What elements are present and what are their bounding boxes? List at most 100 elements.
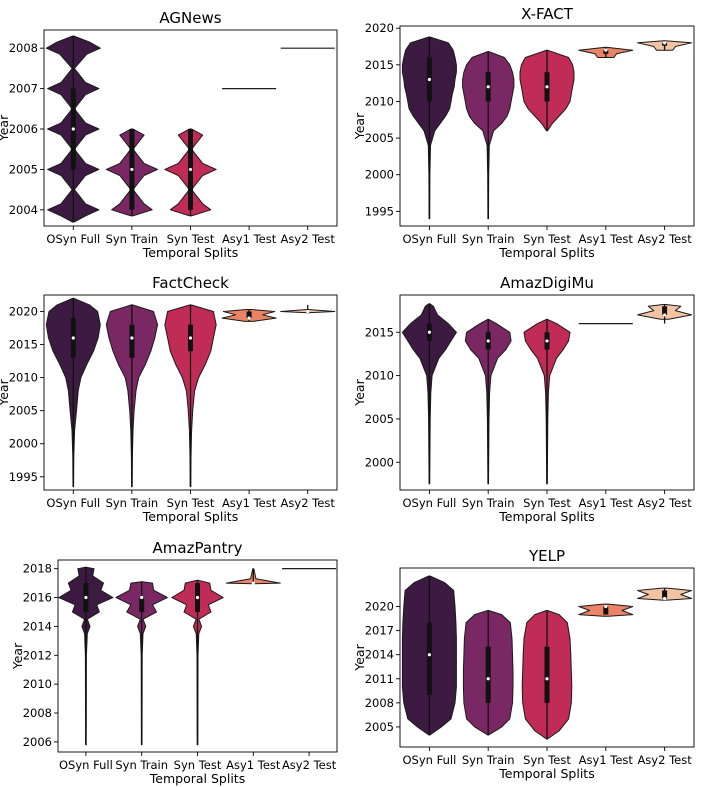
y-tick-label: 2006 [9, 122, 38, 136]
violin-median [663, 41, 667, 45]
violin-median [247, 316, 251, 320]
violin-median [427, 653, 431, 657]
y-tick-label: 2005 [9, 162, 38, 176]
x-axis-label: Temporal Splits [142, 245, 238, 260]
x-tick-label: Asy2 Test [282, 758, 337, 772]
violin-median [130, 336, 134, 340]
violin-iqr [139, 597, 145, 612]
y-tick-label: 2000 [365, 455, 394, 469]
y-tick-label: 2000 [365, 168, 394, 182]
x-tick-label: Asy1 Test [222, 232, 277, 246]
x-tick-label: Syn Train [106, 496, 159, 510]
violin-median [427, 77, 431, 82]
y-tick-label: 1995 [365, 204, 394, 218]
x-tick-label: Asy1 Test [579, 496, 634, 510]
x-tick-label: OSyn Full [403, 496, 457, 510]
violin-median [486, 85, 490, 89]
violin-iqr [129, 324, 135, 358]
y-tick-label: 2020 [9, 305, 38, 319]
violin-median [427, 330, 431, 334]
panel-title: AGNews [159, 9, 221, 27]
y-axis-label: Year [352, 643, 367, 671]
violin-median [251, 581, 255, 585]
y-tick-label: 2015 [365, 58, 394, 72]
violin-median [545, 339, 549, 343]
y-tick-label: 2014 [23, 619, 52, 633]
y-axis-label: Year [10, 642, 25, 670]
panel-title: AmazDigiMu [500, 274, 594, 292]
y-tick-label: 2011 [365, 672, 394, 686]
y-axis-label: Year [352, 112, 367, 140]
x-tick-label: Asy1 Test [579, 232, 634, 246]
x-tick-label: Syn Test [523, 496, 571, 510]
x-axis-label: Temporal Splits [498, 245, 594, 260]
panel-2: FactCheck 1995 2000 2005 2010 2015 2020 OSyn Fu… [0, 274, 338, 524]
violin-median [545, 677, 549, 681]
violin-median [604, 48, 608, 52]
violin-iqr [662, 590, 668, 599]
panel-title: FactCheck [152, 274, 229, 292]
y-tick-label: 2020 [365, 600, 394, 614]
violin-median [663, 313, 667, 317]
y-tick-label: 2020 [365, 21, 394, 35]
x-tick-label: OSyn Full [403, 232, 457, 246]
y-tick-label: 2005 [365, 720, 394, 734]
violin-median [71, 336, 75, 340]
panel-1: X-FACT 1995 2000 2005 2010 2015 2020 OSyn Full S… [352, 5, 695, 260]
y-tick-label: 2017 [365, 624, 394, 638]
x-tick-label: Syn Test [523, 753, 571, 767]
violin-iqr [485, 646, 491, 703]
x-tick-label: OSyn Full [59, 758, 113, 772]
panel-4: AmazPantry 2006 2008 2010 2012 2014 2016 2018 OS… [10, 539, 338, 786]
panel-title: AmazPantry [153, 539, 243, 557]
panel-0: AGNews 2004 2005 2006 2007 2008 OSyn Full Syn T… [0, 9, 338, 260]
x-tick-label: Syn Train [462, 753, 515, 767]
x-tick-label: Syn Test [167, 496, 215, 510]
y-tick-label: 2000 [9, 437, 38, 451]
violin-median [486, 677, 490, 681]
y-tick-label: 2010 [365, 94, 394, 108]
y-tick-label: 2014 [365, 648, 394, 662]
y-axis-label: Year [352, 378, 367, 406]
y-tick-label: 2015 [365, 325, 394, 339]
y-tick-label: 2005 [365, 412, 394, 426]
x-axis-label: Temporal Splits [498, 766, 594, 781]
x-axis-label: Temporal Splits [142, 509, 238, 524]
y-tick-label: 2016 [23, 591, 52, 605]
panel-title: X-FACT [521, 5, 574, 23]
violin-median [306, 309, 310, 314]
x-tick-label: Syn Train [462, 232, 515, 246]
violin-median [130, 167, 134, 172]
x-tick-label: Asy2 Test [637, 496, 692, 510]
x-tick-label: Asy2 Test [281, 496, 336, 510]
y-axis-label: Year [0, 114, 11, 142]
x-tick-label: Asy2 Test [637, 753, 692, 767]
violin-iqr [603, 50, 609, 54]
violin-iqr [662, 306, 668, 315]
x-tick-label: OSyn Full [403, 753, 457, 767]
panel-3: AmazDigiMu 2000 2005 2010 2015 OSyn Full Syn T… [352, 274, 695, 524]
violin-median [663, 596, 667, 601]
y-tick-label: 2010 [365, 369, 394, 383]
violin-median [486, 339, 490, 343]
violin-median [140, 595, 144, 600]
violin-iqr [603, 606, 609, 615]
violin-iqr [246, 311, 252, 319]
panel-title: YELP [528, 547, 565, 565]
y-tick-label: 2018 [23, 562, 52, 576]
violin-median [545, 85, 549, 89]
violin-iqr [426, 622, 432, 695]
y-tick-label: 2004 [9, 203, 38, 217]
y-tick-label: 2010 [9, 371, 38, 385]
y-tick-label: 2005 [365, 131, 394, 145]
x-tick-label: OSyn Full [46, 232, 100, 246]
y-axis-label: Year [0, 378, 11, 406]
violin-median [604, 604, 608, 609]
x-tick-label: Syn Train [115, 758, 168, 772]
y-tick-label: 2007 [9, 82, 38, 96]
y-tick-label: 2005 [9, 404, 38, 418]
x-tick-label: Asy1 Test [579, 753, 634, 767]
x-tick-label: OSyn Full [46, 496, 100, 510]
y-tick-label: 1995 [9, 470, 38, 484]
violin-median [188, 167, 193, 172]
